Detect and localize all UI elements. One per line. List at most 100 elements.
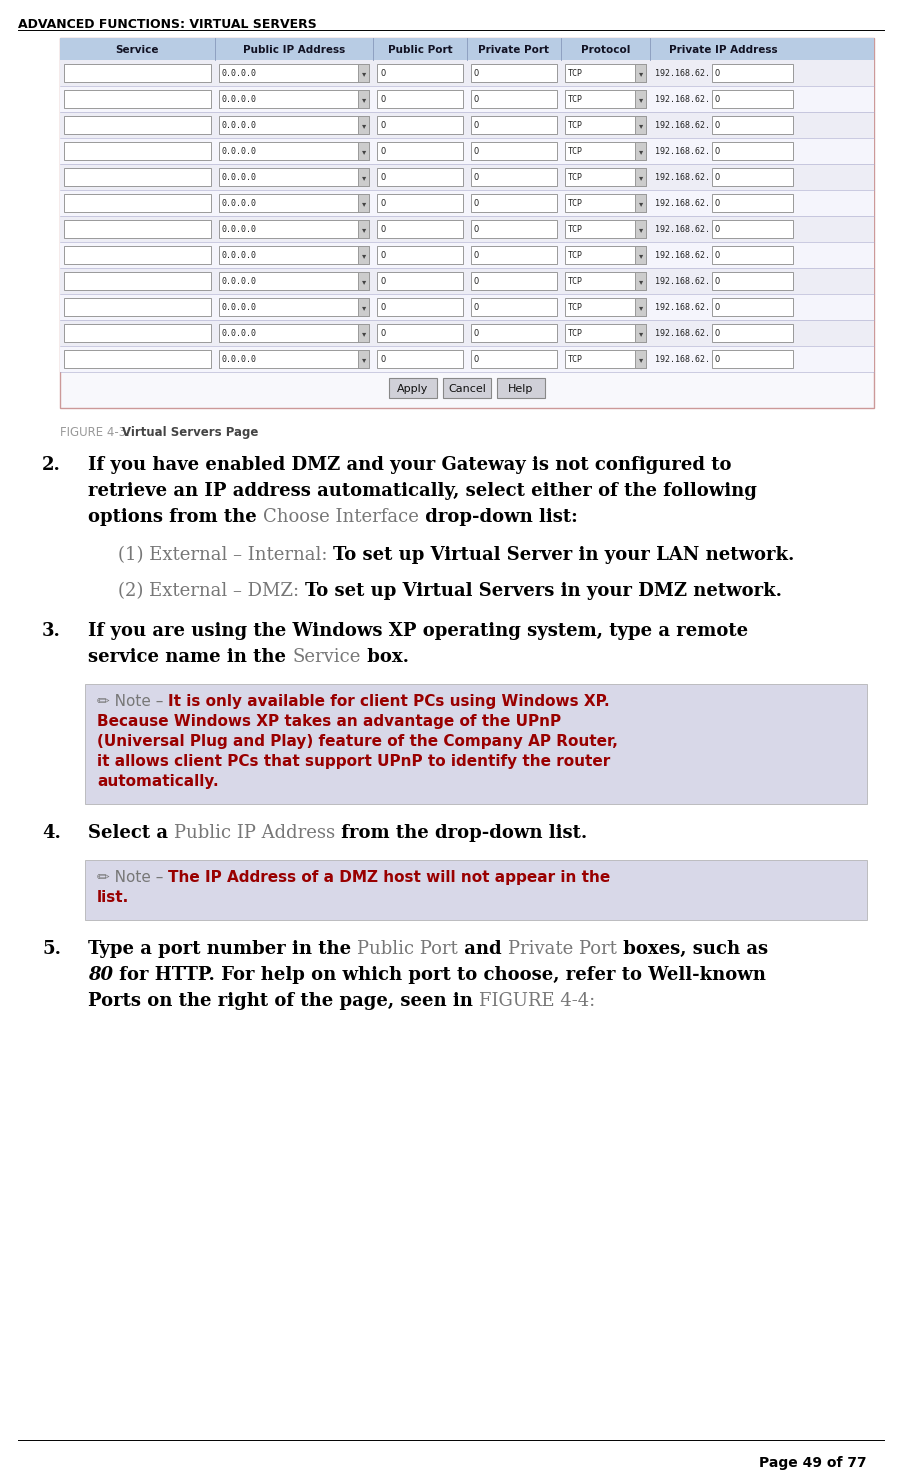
Text: 192.168.62.: 192.168.62.	[655, 122, 710, 130]
Text: ▾: ▾	[639, 250, 643, 259]
Text: Virtual Servers Page: Virtual Servers Page	[122, 425, 258, 439]
FancyBboxPatch shape	[218, 325, 370, 342]
FancyBboxPatch shape	[85, 860, 867, 920]
FancyBboxPatch shape	[64, 116, 211, 133]
Text: 0: 0	[381, 95, 386, 104]
Text: Cancel: Cancel	[448, 384, 486, 394]
FancyBboxPatch shape	[497, 378, 545, 399]
Text: 192.168.62.: 192.168.62.	[655, 329, 710, 338]
FancyBboxPatch shape	[218, 350, 370, 368]
Text: 192.168.62.: 192.168.62.	[655, 225, 710, 234]
FancyBboxPatch shape	[565, 194, 646, 212]
Text: ▾: ▾	[639, 70, 643, 79]
Text: 0: 0	[474, 250, 479, 259]
Text: automatically.: automatically.	[97, 774, 218, 788]
Text: 0.0.0.0: 0.0.0.0	[222, 147, 257, 156]
FancyBboxPatch shape	[358, 219, 370, 239]
FancyBboxPatch shape	[713, 64, 793, 82]
FancyBboxPatch shape	[471, 246, 557, 264]
Text: TCP: TCP	[567, 250, 583, 259]
Text: 0: 0	[714, 302, 720, 313]
Text: 0: 0	[381, 147, 386, 156]
Text: ▾: ▾	[362, 250, 366, 259]
Text: Help: Help	[509, 384, 534, 394]
Text: 0: 0	[474, 302, 479, 313]
FancyBboxPatch shape	[64, 219, 211, 239]
FancyBboxPatch shape	[218, 167, 370, 187]
Text: 0: 0	[381, 122, 386, 130]
Text: ▾: ▾	[362, 302, 366, 313]
FancyBboxPatch shape	[635, 64, 646, 82]
FancyBboxPatch shape	[635, 298, 646, 316]
Text: Public Port: Public Port	[357, 940, 458, 957]
FancyBboxPatch shape	[377, 325, 463, 342]
Text: 0: 0	[474, 277, 479, 286]
FancyBboxPatch shape	[85, 685, 867, 805]
Text: 0: 0	[381, 225, 386, 234]
Text: ▾: ▾	[639, 329, 643, 338]
Text: 0.0.0.0: 0.0.0.0	[222, 122, 257, 130]
FancyBboxPatch shape	[60, 113, 874, 138]
FancyBboxPatch shape	[565, 90, 646, 108]
Text: Apply: Apply	[397, 384, 428, 394]
FancyBboxPatch shape	[713, 116, 793, 133]
Text: 0: 0	[714, 70, 720, 79]
FancyBboxPatch shape	[471, 219, 557, 239]
FancyBboxPatch shape	[60, 59, 874, 86]
Text: ▾: ▾	[639, 147, 643, 156]
FancyBboxPatch shape	[565, 350, 646, 368]
FancyBboxPatch shape	[565, 116, 646, 133]
Text: ▾: ▾	[639, 302, 643, 313]
Text: ▾: ▾	[639, 277, 643, 286]
Text: 4.: 4.	[42, 824, 60, 842]
FancyBboxPatch shape	[64, 350, 211, 368]
Text: Service: Service	[292, 648, 361, 665]
Text: drop-down list:: drop-down list:	[419, 508, 577, 526]
FancyBboxPatch shape	[64, 167, 211, 187]
FancyBboxPatch shape	[471, 90, 557, 108]
Text: It is only available for client PCs using Windows XP.: It is only available for client PCs usin…	[169, 694, 610, 708]
Text: 0: 0	[381, 173, 386, 182]
FancyBboxPatch shape	[471, 298, 557, 316]
FancyBboxPatch shape	[471, 116, 557, 133]
FancyBboxPatch shape	[218, 142, 370, 160]
FancyBboxPatch shape	[60, 165, 874, 190]
FancyBboxPatch shape	[60, 268, 874, 293]
Text: Choose Interface: Choose Interface	[263, 508, 419, 526]
FancyBboxPatch shape	[443, 378, 491, 399]
Text: 3.: 3.	[42, 622, 60, 640]
Text: 0: 0	[381, 356, 386, 365]
FancyBboxPatch shape	[471, 350, 557, 368]
Text: 192.168.62.: 192.168.62.	[655, 277, 710, 286]
FancyBboxPatch shape	[377, 350, 463, 368]
Text: Select a: Select a	[88, 824, 174, 842]
Text: 0: 0	[381, 329, 386, 338]
Text: Public IP Address: Public IP Address	[243, 44, 345, 55]
Text: Private Port: Private Port	[478, 44, 549, 55]
FancyBboxPatch shape	[377, 246, 463, 264]
Text: FIGURE 4-4:: FIGURE 4-4:	[479, 991, 595, 1011]
FancyBboxPatch shape	[377, 219, 463, 239]
Text: 192.168.62.: 192.168.62.	[655, 70, 710, 79]
Text: ▾: ▾	[639, 95, 643, 104]
FancyBboxPatch shape	[218, 90, 370, 108]
FancyBboxPatch shape	[60, 345, 874, 372]
FancyBboxPatch shape	[471, 194, 557, 212]
FancyBboxPatch shape	[471, 325, 557, 342]
FancyBboxPatch shape	[635, 90, 646, 108]
FancyBboxPatch shape	[713, 142, 793, 160]
Text: 0: 0	[714, 225, 720, 234]
FancyBboxPatch shape	[713, 219, 793, 239]
Text: 0: 0	[381, 302, 386, 313]
Text: Protocol: Protocol	[581, 44, 630, 55]
Text: 0: 0	[714, 147, 720, 156]
Text: TCP: TCP	[567, 173, 583, 182]
FancyBboxPatch shape	[635, 142, 646, 160]
Text: ▾: ▾	[639, 356, 643, 365]
Text: FIGURE 4-3:: FIGURE 4-3:	[60, 425, 133, 439]
Text: ✏ Note –: ✏ Note –	[97, 870, 169, 885]
Text: 192.168.62.: 192.168.62.	[655, 356, 710, 365]
FancyBboxPatch shape	[218, 298, 370, 316]
Text: 0: 0	[474, 70, 479, 79]
FancyBboxPatch shape	[64, 273, 211, 290]
